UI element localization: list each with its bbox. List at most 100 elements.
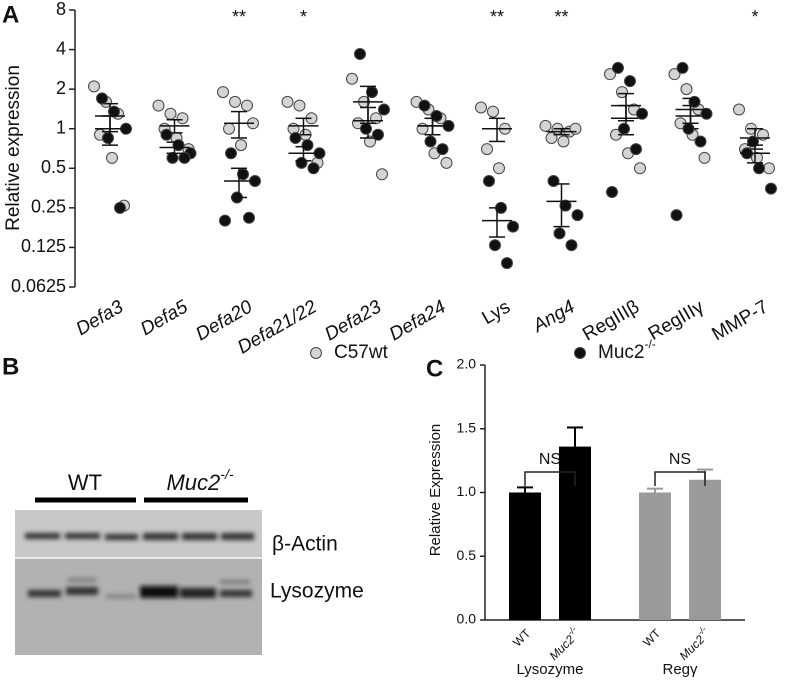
point — [235, 139, 247, 152]
lane-label: Muc2-/- — [166, 466, 233, 495]
point — [565, 239, 578, 252]
bracket-label: NS — [669, 451, 691, 468]
point — [289, 131, 302, 144]
point — [765, 182, 777, 195]
significance: * — [751, 7, 758, 27]
point — [747, 135, 759, 148]
point — [114, 201, 126, 214]
point — [243, 211, 255, 224]
point — [700, 107, 713, 120]
point — [436, 143, 449, 156]
y-tick-label: 8 — [56, 0, 66, 19]
bracket-label: NS — [539, 451, 561, 468]
point — [507, 220, 519, 233]
point — [160, 128, 173, 141]
error-bar — [611, 92, 641, 122]
x-tick-label: WT — [640, 626, 664, 650]
point — [96, 92, 108, 105]
point — [612, 61, 624, 74]
legend-marker — [574, 347, 586, 359]
x-tick-label: Defa5 — [137, 296, 192, 340]
point — [481, 143, 493, 156]
point — [604, 68, 616, 81]
y-tick-label: 0.0625 — [11, 276, 66, 296]
point — [152, 99, 165, 112]
point — [102, 131, 114, 144]
error-bar — [159, 141, 190, 155]
point — [378, 103, 390, 116]
error-bar — [647, 487, 663, 493]
error-bar — [482, 207, 512, 238]
bar — [689, 479, 721, 620]
panel-label: B — [2, 353, 19, 380]
point — [376, 168, 388, 181]
error-bar — [740, 144, 770, 164]
error-bar — [546, 127, 577, 136]
point — [164, 107, 177, 120]
point — [223, 122, 235, 135]
point — [676, 61, 689, 74]
band-label: Lysozyme — [270, 580, 364, 603]
point — [559, 199, 572, 212]
point — [354, 48, 366, 61]
point — [217, 86, 229, 99]
point — [571, 209, 584, 222]
point — [493, 162, 505, 175]
point — [166, 151, 179, 164]
point — [219, 214, 231, 227]
point — [547, 175, 560, 188]
point — [360, 122, 372, 135]
point — [178, 151, 191, 164]
point — [539, 119, 552, 132]
point — [307, 162, 320, 175]
error-bar — [159, 119, 190, 134]
x-tick-label: Defa23 — [321, 296, 385, 345]
error-bar — [675, 97, 706, 125]
point — [295, 156, 308, 169]
point — [606, 186, 618, 199]
significance: ** — [554, 7, 568, 27]
y-tick-label: 0.25 — [31, 197, 66, 217]
error-bar — [224, 110, 254, 139]
x-tick-label: Lys — [479, 296, 515, 329]
error-bar — [224, 167, 254, 199]
point — [475, 101, 487, 114]
x-tick-label: Defa3 — [73, 296, 128, 340]
error-bar — [482, 117, 512, 143]
point — [489, 239, 501, 252]
y-tick-label: 0.125 — [21, 236, 66, 256]
point — [670, 209, 683, 222]
point — [225, 147, 237, 160]
point — [241, 99, 253, 112]
bracket — [524, 471, 576, 486]
group-label: Lysozyme — [517, 661, 584, 678]
x-tick-label: Ang4 — [529, 296, 579, 337]
point — [301, 139, 314, 152]
y-tick-label: 1 — [56, 117, 66, 137]
y-tick-label: 0.5 — [457, 547, 477, 563]
point — [618, 122, 630, 135]
x-tick-label: Muc2-/- — [545, 624, 584, 663]
point — [698, 151, 711, 164]
point — [636, 107, 648, 120]
point — [88, 80, 100, 93]
point — [281, 95, 294, 108]
legend-label: Muc2-/- — [598, 337, 656, 363]
point — [733, 103, 745, 116]
y-tick-label: 4 — [56, 38, 66, 58]
y-tick-label: 2.0 — [457, 356, 477, 372]
point — [501, 257, 513, 270]
x-tick-label: RegIIIβ — [579, 296, 643, 345]
point — [753, 162, 765, 175]
significance: ** — [490, 7, 504, 27]
y-tick-label: 2 — [56, 78, 66, 98]
point — [569, 122, 582, 135]
point — [694, 135, 707, 148]
significance: ** — [232, 7, 246, 27]
y-tick-label: 1.5 — [457, 419, 477, 435]
y-tick-label: 1.0 — [457, 483, 477, 499]
point — [370, 112, 382, 125]
lane-label: WT — [68, 470, 102, 495]
error-bar — [288, 117, 319, 136]
point — [346, 72, 358, 85]
